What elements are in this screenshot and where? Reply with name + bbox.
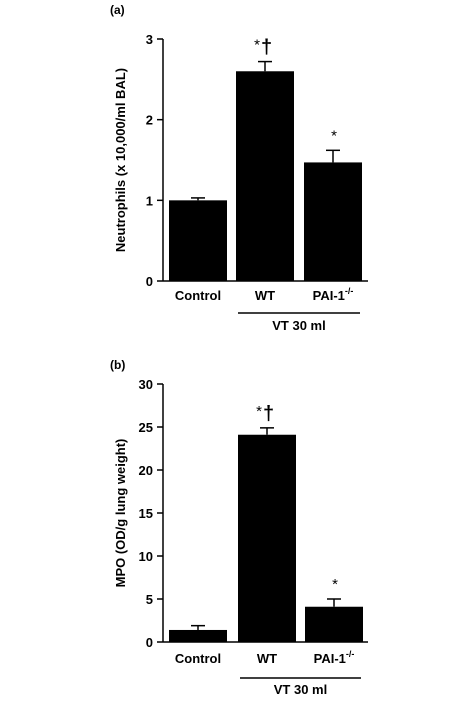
panel-a-bar-pai-1	[304, 162, 362, 281]
panel-b-category-label: PAI-1-/-	[314, 649, 355, 666]
panel-a-label: (a)	[110, 3, 125, 17]
panel-b-bar-pai-1	[305, 606, 363, 642]
panel-a-y-tick-label: 1	[146, 193, 153, 208]
panel-b-y-tick-label: 10	[139, 549, 153, 564]
panel-a-significance-star: *	[254, 37, 260, 54]
panel-b-bar-control	[169, 629, 227, 642]
panel-a-y-tick-label: 3	[146, 32, 153, 47]
panel-b-group-label: VT 30 ml	[274, 682, 327, 697]
panel-a-significance-star: *	[331, 127, 337, 144]
panel-b-label: (b)	[110, 358, 125, 372]
panel-a-category-label: PAI-1-/-	[313, 286, 354, 303]
panel-a-y-tick-label: 0	[146, 274, 153, 289]
panel-b-significance-dagger: †	[263, 403, 274, 425]
panel-b-y-tick-label: 25	[139, 420, 153, 435]
panel-a-y-tick-label: 2	[146, 113, 153, 128]
panel-b-y-tick-label: 20	[139, 463, 153, 478]
panel-a-y-axis-label: Neutrophils (x 10,000/ml BAL)	[113, 68, 128, 252]
panel-b-bar-wt	[238, 434, 296, 642]
panel-b-y-axis-label: MPO (OD/g lung weight)	[113, 439, 128, 588]
panel-b-significance-star: *	[256, 403, 262, 420]
panel-b-category-label: Control	[175, 651, 221, 666]
panel-a-category-label: Control	[175, 288, 221, 303]
panel-b-significance-star: *	[332, 576, 338, 593]
panel-a-significance-dagger: †	[261, 37, 272, 59]
panel-a-group-label: VT 30 ml	[272, 318, 325, 333]
panel-b-y-tick-label: 15	[139, 506, 153, 521]
panel-b-category-label: WT	[257, 651, 277, 666]
panel-b-y-tick-label: 0	[146, 635, 153, 650]
panel-b-y-tick-label: 30	[139, 377, 153, 392]
panel-a-bar-wt	[236, 71, 294, 282]
panel-a-category-label: WT	[255, 288, 275, 303]
panel-b-y-tick-label: 5	[146, 592, 153, 607]
panel-a-bar-control	[169, 200, 227, 281]
